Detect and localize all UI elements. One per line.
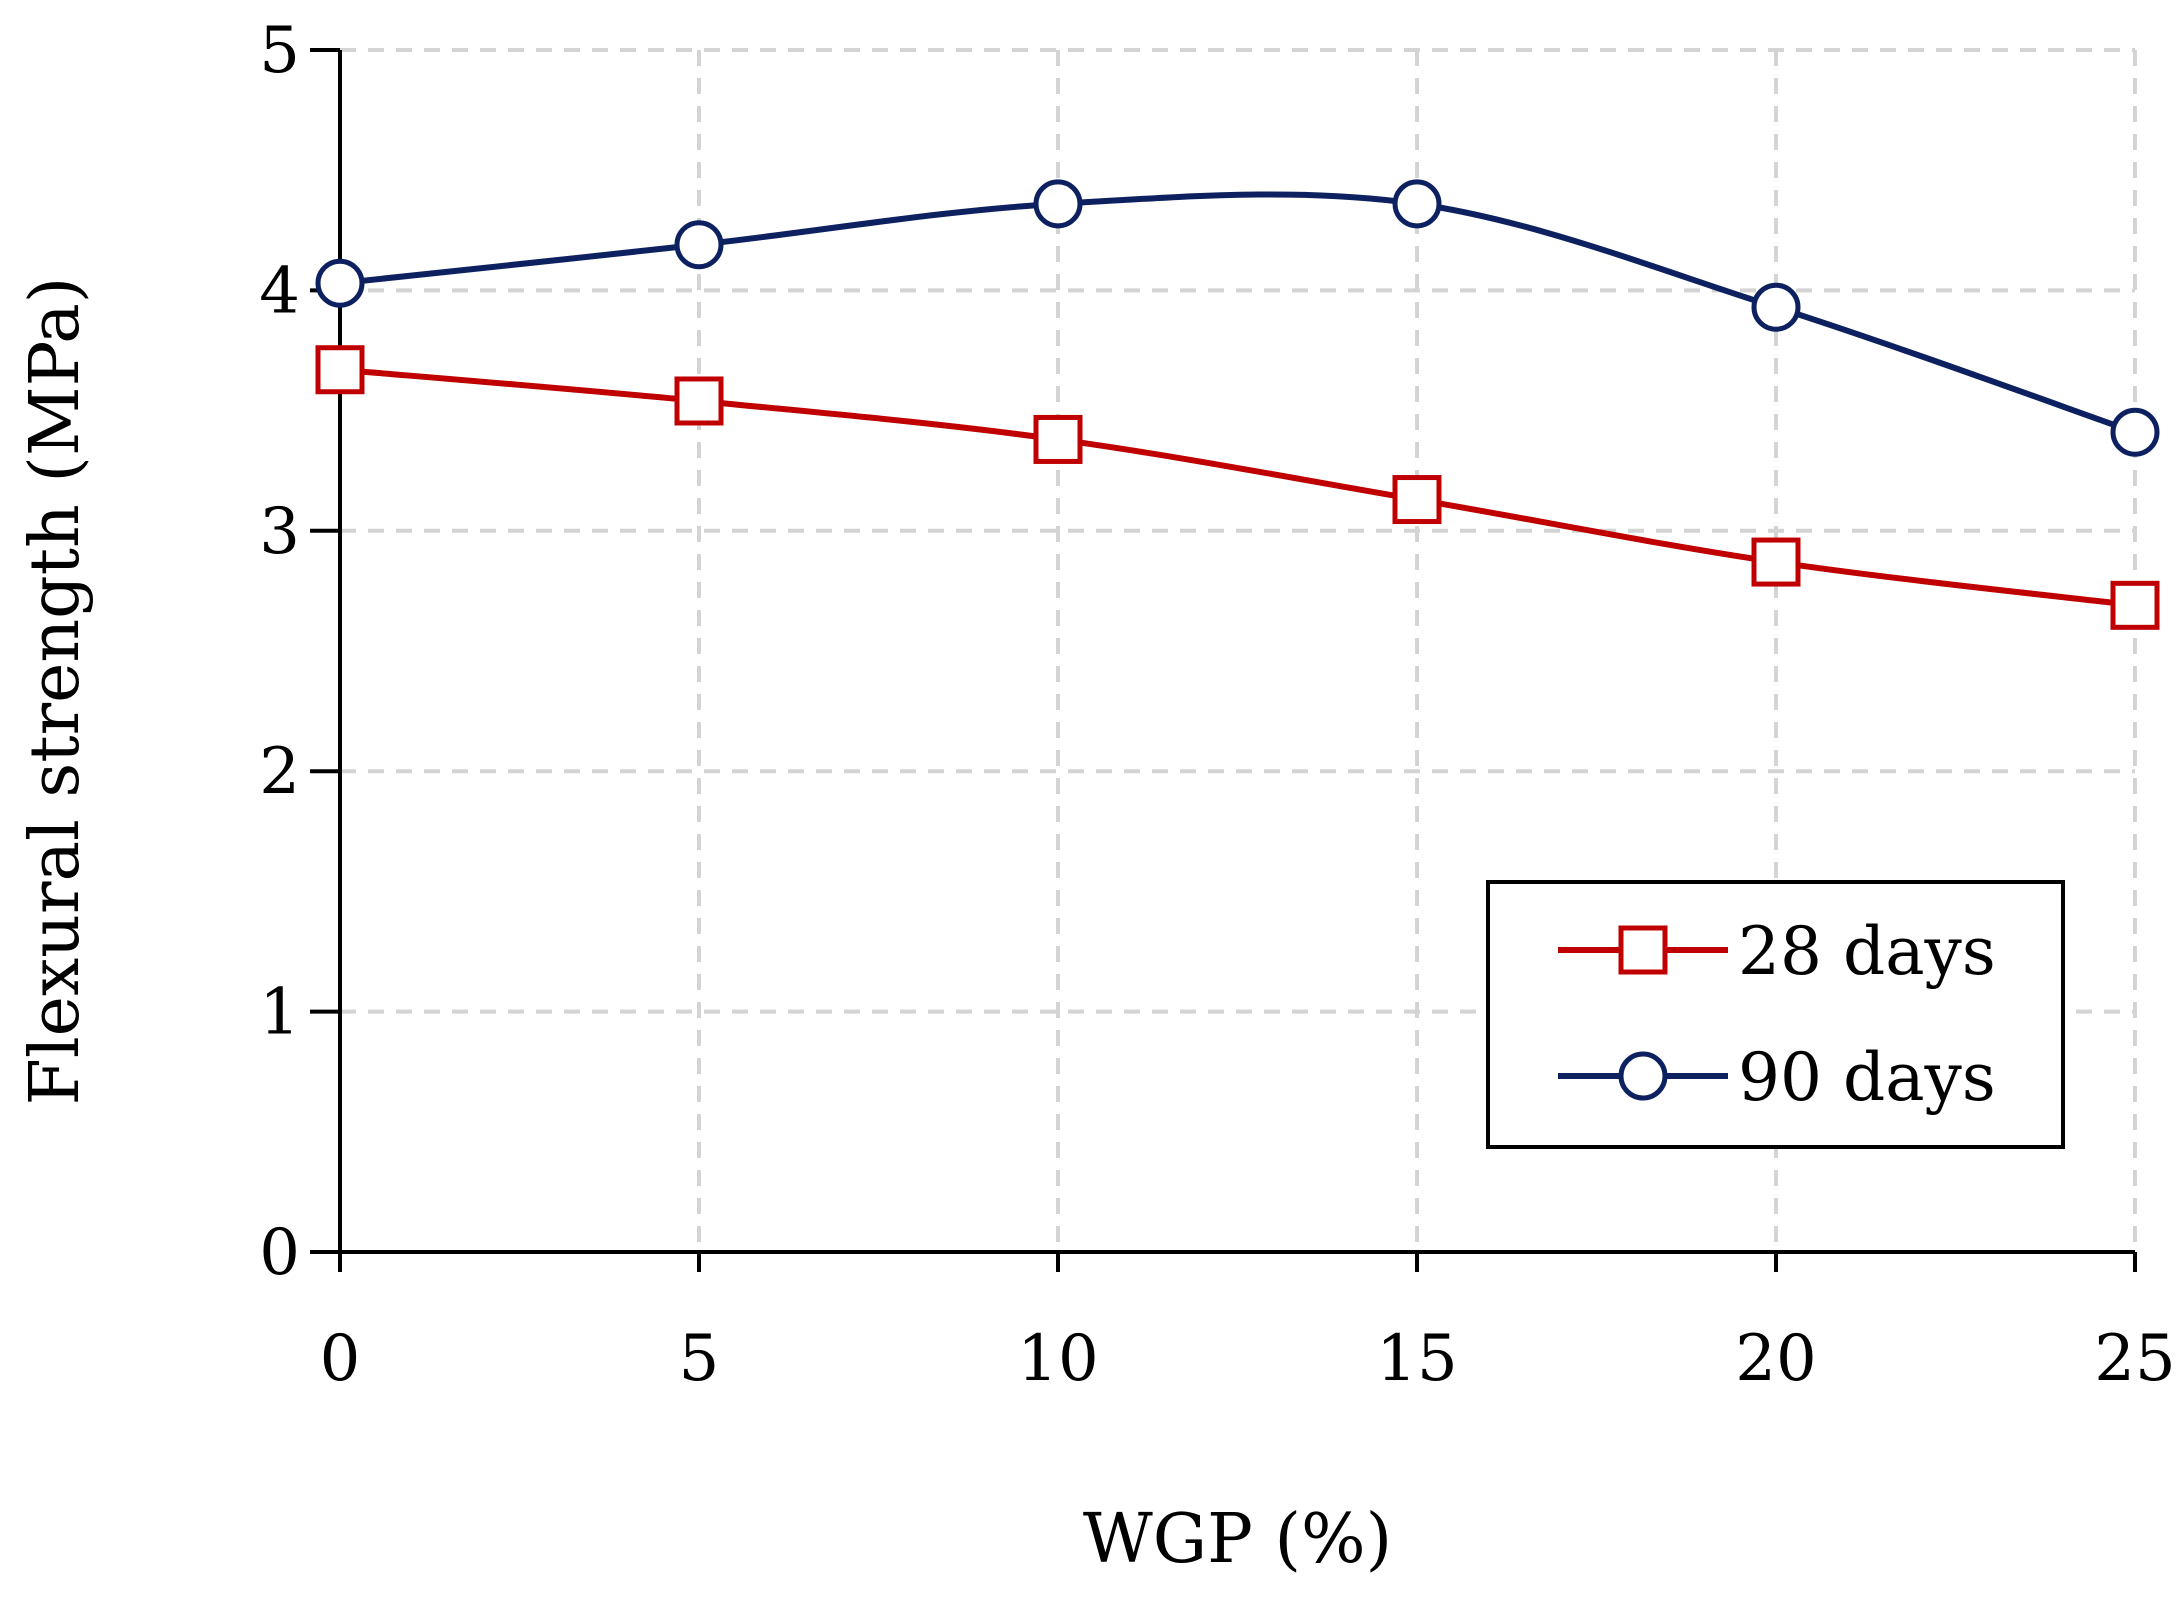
- point-28-days-x25: [2110, 580, 2160, 630]
- legend-marker-90-days: [1618, 1051, 1668, 1101]
- x-axis-title: WGP (%): [1083, 1500, 1392, 1579]
- legend-box: [1486, 880, 2065, 1149]
- point-90-days-x10: [1033, 179, 1083, 229]
- point-90-days-x0: [315, 258, 365, 308]
- series-28-days: [315, 345, 2160, 630]
- legend-label-28-days: 28 days: [1738, 913, 1996, 990]
- x-tick-label-5: 5: [679, 1322, 720, 1396]
- series-line-90-days: [339, 191, 2136, 436]
- x-tick-labels: 0 5 10 15 20 25: [320, 1322, 2176, 1396]
- x-tick-label-10: 10: [1017, 1322, 1098, 1396]
- y-tick-label-5: 5: [259, 14, 300, 88]
- point-28-days-x20: [1751, 537, 1801, 587]
- point-28-days-x0: [315, 345, 365, 395]
- axes: [338, 50, 2135, 1254]
- series-90-days: [315, 179, 2160, 457]
- legend-marker-28-days: [1618, 925, 1668, 975]
- tick-marks: [310, 48, 2137, 1272]
- point-28-days-x15: [1392, 475, 1442, 525]
- legend-entry-28-days: 28 days: [1558, 913, 1996, 990]
- x-tick-label-25: 25: [2094, 1322, 2175, 1396]
- y-tick-label-4: 4: [259, 254, 300, 328]
- legend-entries: 28 days 90 days: [1558, 913, 1996, 1116]
- series-layer: [315, 179, 2160, 630]
- x-tick-label-15: 15: [1376, 1322, 1457, 1396]
- point-28-days-x5: [674, 376, 724, 426]
- grid: [340, 48, 2137, 1252]
- y-tick-labels: 0 1 2 3 4 5: [259, 14, 300, 1290]
- point-90-days-x15: [1392, 179, 1442, 229]
- y-axis-title: Flexural strength (MPa): [16, 277, 95, 1106]
- y-tick-label-2: 2: [259, 735, 300, 809]
- point-28-days-x10: [1033, 414, 1083, 464]
- point-90-days-x5: [674, 220, 724, 270]
- series-line-28-days: [339, 366, 2136, 609]
- point-90-days-x20: [1751, 282, 1801, 332]
- y-tick-label-0: 0: [259, 1216, 300, 1290]
- legend-label-90-days: 90 days: [1738, 1039, 1996, 1116]
- y-tick-label-1: 1: [259, 976, 300, 1050]
- y-tick-label-3: 3: [259, 495, 300, 569]
- x-tick-label-20: 20: [1735, 1322, 1816, 1396]
- point-90-days-x25: [2110, 407, 2160, 457]
- legend: 28 days 90 days: [1486, 880, 2065, 1149]
- x-tick-label-0: 0: [320, 1322, 361, 1396]
- legend-entry-90-days: 90 days: [1558, 1039, 1996, 1116]
